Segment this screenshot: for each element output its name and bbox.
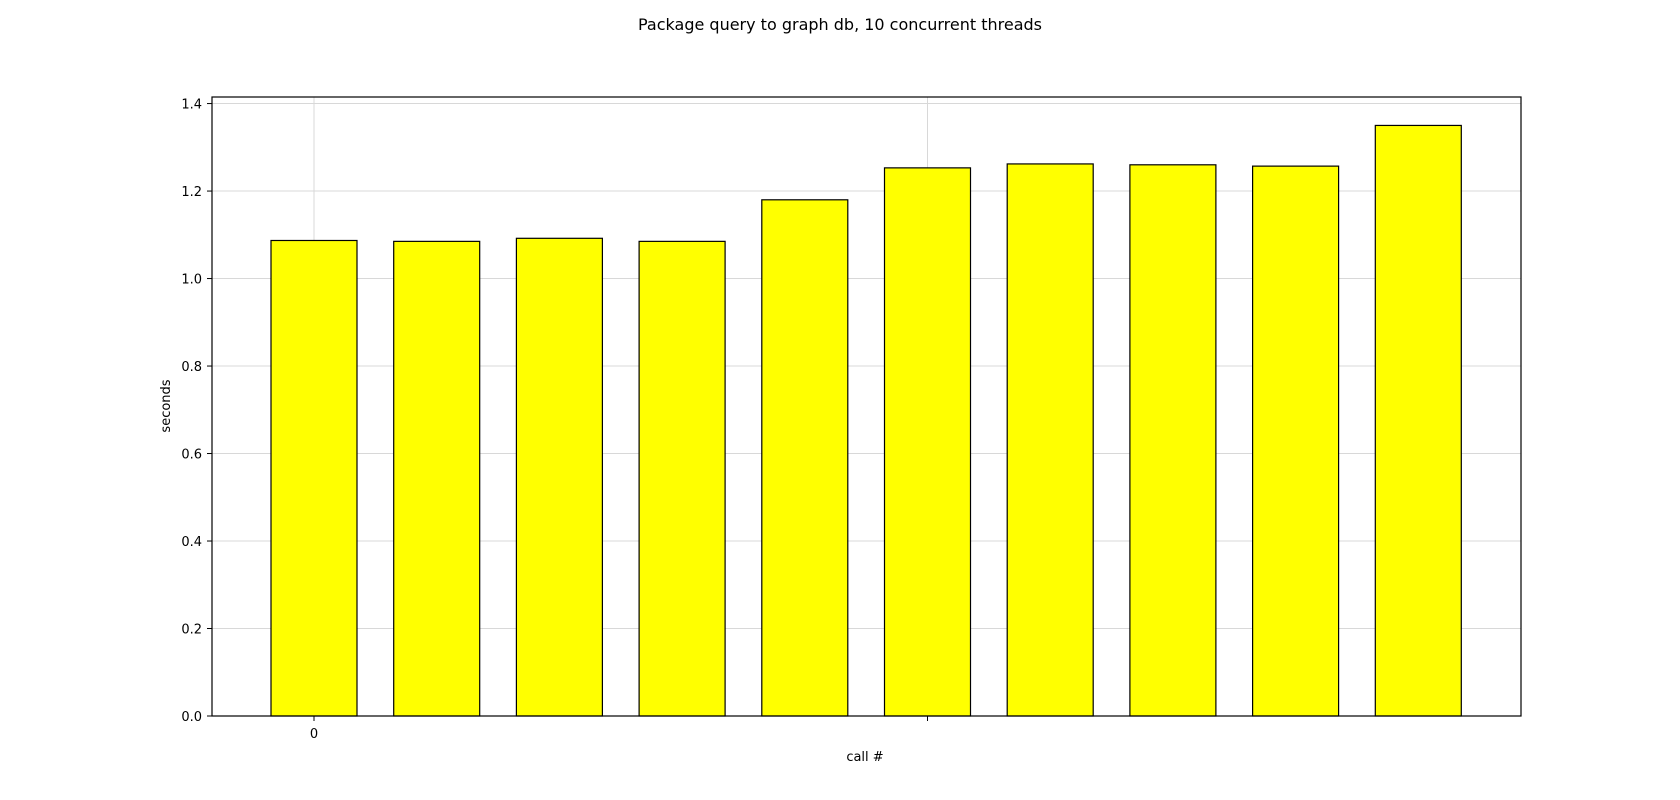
bar — [883, 167, 972, 717]
y-tick-label: 0.2 — [181, 623, 202, 638]
bar — [638, 240, 726, 717]
y-tick-label: 1.0 — [181, 273, 202, 288]
bar — [515, 237, 604, 717]
y-tick-label: 0.4 — [181, 535, 202, 550]
bar — [761, 199, 849, 717]
y-tick-label: 0.8 — [181, 360, 202, 375]
bar — [393, 240, 481, 717]
plot-frame — [211, 96, 1522, 717]
y-tick-label: 0.0 — [181, 710, 202, 725]
y-tick-label: 1.4 — [181, 98, 202, 113]
bar — [1006, 163, 1094, 717]
y-tick-label: 1.2 — [181, 185, 202, 200]
x-axis-label: call # — [846, 750, 883, 765]
axes-layer: 0.0 0.2 0.4 0.6 0.8 1.0 1.2 1.4 0 — [181, 96, 1522, 742]
bars-layer — [270, 124, 1462, 717]
x-tick-label: 0 — [310, 727, 318, 742]
bar — [1129, 164, 1217, 717]
bar — [270, 239, 358, 717]
bar — [1374, 124, 1462, 717]
y-axis-label: seconds — [159, 379, 174, 432]
bar — [1251, 165, 1340, 717]
y-tick-label: 0.6 — [181, 448, 202, 463]
chart-title: Package query to graph db, 10 concurrent… — [638, 15, 1042, 34]
